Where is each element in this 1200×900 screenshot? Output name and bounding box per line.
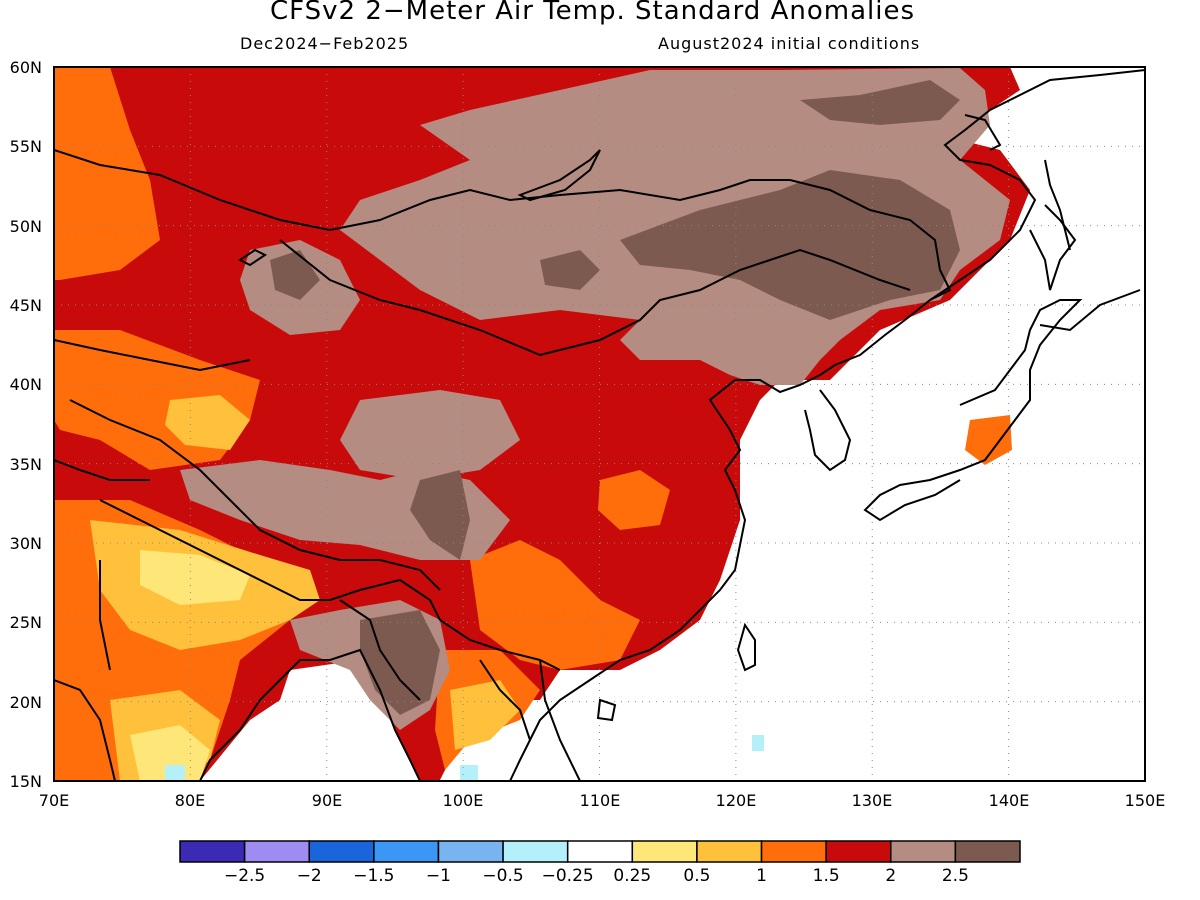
anomaly-region-1-5 bbox=[965, 415, 1012, 465]
colorbar-swatch bbox=[373, 840, 440, 863]
lat-label: 20N bbox=[10, 693, 42, 712]
map-border bbox=[53, 66, 1146, 782]
initial-conditions: August2024 initial conditions bbox=[658, 34, 921, 53]
colorbar-swatch bbox=[502, 840, 569, 863]
lat-label: 15N bbox=[10, 772, 42, 791]
lon-label: 70E bbox=[39, 791, 69, 810]
lon-label: 80E bbox=[175, 791, 205, 810]
colorbar-label: 1 bbox=[756, 866, 767, 886]
lon-label: 130E bbox=[852, 791, 893, 810]
colorbar-swatch bbox=[696, 840, 763, 863]
colorbar: −2.5 −2 −1.5 −1 −0.5 −0.25 0.25 0.5 1 1.5 2 2.5 bbox=[179, 840, 1021, 886]
colorbar-label: −1 bbox=[426, 866, 451, 886]
coastline bbox=[736, 622, 756, 672]
colorbar-label: 0.5 bbox=[683, 866, 710, 886]
coastline bbox=[54, 679, 116, 781]
lon-label: 140E bbox=[989, 791, 1030, 810]
anomaly-region-1-5 bbox=[54, 67, 160, 280]
lat-label: 40N bbox=[10, 375, 42, 394]
lake-baikal bbox=[517, 149, 601, 202]
map-frame bbox=[53, 66, 1146, 782]
anomaly-region-1-5 bbox=[598, 470, 670, 530]
colorbar-label: 2 bbox=[885, 866, 896, 886]
lon-label: 100E bbox=[443, 791, 484, 810]
country-border bbox=[99, 560, 111, 671]
map-title: CFSv2 2−Meter Air Temp. Standard Anomali… bbox=[269, 0, 915, 26]
coastline bbox=[1044, 159, 1071, 251]
lat-label: 55N bbox=[10, 137, 42, 156]
anomaly-region-neg bbox=[752, 735, 764, 751]
country-border bbox=[54, 459, 150, 481]
country-border bbox=[69, 399, 441, 591]
lat-label: 60N bbox=[10, 58, 42, 77]
anomaly-region-2-5 bbox=[340, 390, 520, 480]
coastline bbox=[1039, 289, 1141, 332]
colorbar-swatch bbox=[243, 840, 310, 863]
country-border bbox=[539, 659, 581, 781]
coastlines-and-borders bbox=[54, 69, 1145, 781]
anomaly-region-gt2-5 bbox=[620, 170, 960, 320]
coastline bbox=[289, 648, 421, 781]
colorbar-label: −0.5 bbox=[482, 866, 523, 886]
coastline bbox=[804, 389, 852, 472]
colorbar-label: −2 bbox=[297, 866, 322, 886]
anomaly-field bbox=[54, 67, 1030, 781]
lat-label: 30N bbox=[10, 534, 42, 553]
anomaly-region-gt2-5 bbox=[410, 470, 470, 560]
anomaly-region-neg bbox=[165, 765, 185, 781]
colorbar-label: 2.5 bbox=[942, 866, 969, 886]
country-border bbox=[54, 339, 251, 372]
lat-label: 25N bbox=[10, 613, 42, 632]
country-border bbox=[54, 149, 952, 301]
anomaly-region-gt2-5 bbox=[540, 250, 600, 290]
anomaly-region-0-5 bbox=[140, 550, 250, 605]
colorbar-label: −0.25 bbox=[542, 866, 594, 886]
longitude-labels: 70E 80E 90E 100E 110E 120E 130E 140E 150… bbox=[39, 791, 1166, 810]
valid-period: Dec2024−Feb2025 bbox=[240, 34, 410, 53]
anomaly-region-1 bbox=[450, 680, 520, 750]
coastline bbox=[863, 299, 1083, 522]
graticule bbox=[54, 67, 1145, 781]
lon-label: 150E bbox=[1125, 791, 1166, 810]
anomaly-region-gt2-5 bbox=[800, 80, 960, 125]
colorbar-label: −2.5 bbox=[224, 866, 265, 886]
colorbar-swatch bbox=[308, 840, 375, 863]
coastline bbox=[596, 698, 617, 722]
country-border bbox=[279, 239, 911, 357]
anomaly-region-1-5 bbox=[470, 540, 640, 670]
colorbar-swatch bbox=[760, 840, 827, 863]
colorbar-label: 0.25 bbox=[613, 866, 651, 886]
lon-label: 110E bbox=[580, 791, 621, 810]
colorbar-label: −1.5 bbox=[353, 866, 394, 886]
colorbar-swatch bbox=[631, 840, 698, 863]
lat-label: 35N bbox=[10, 455, 42, 474]
colorbar-swatch bbox=[825, 840, 892, 863]
coastline bbox=[509, 69, 1145, 781]
lon-label: 120E bbox=[716, 791, 757, 810]
lake-balkhash bbox=[238, 248, 267, 267]
lat-label: 45N bbox=[10, 296, 42, 315]
colorbar-swatch bbox=[890, 840, 957, 863]
country-border bbox=[479, 659, 531, 741]
country-border bbox=[99, 499, 441, 621]
coastline bbox=[199, 669, 291, 781]
anomaly-region-neg bbox=[460, 765, 478, 781]
lon-label: 90E bbox=[312, 791, 342, 810]
anomaly-region-1 bbox=[165, 395, 250, 450]
lat-label: 50N bbox=[10, 217, 42, 236]
country-border bbox=[339, 599, 421, 701]
colorbar-label: 1.5 bbox=[813, 866, 840, 886]
coastline bbox=[964, 114, 1002, 151]
colorbar-swatch bbox=[437, 840, 504, 863]
latitude-labels: 60N 55N 50N 45N 40N 35N 30N 25N 20N 15N bbox=[10, 58, 42, 791]
coastline bbox=[1029, 204, 1077, 291]
country-border bbox=[439, 619, 561, 671]
colorbar-swatch bbox=[566, 840, 634, 863]
colorbar-swatch bbox=[179, 840, 246, 863]
colorbar-swatch bbox=[954, 840, 1021, 863]
